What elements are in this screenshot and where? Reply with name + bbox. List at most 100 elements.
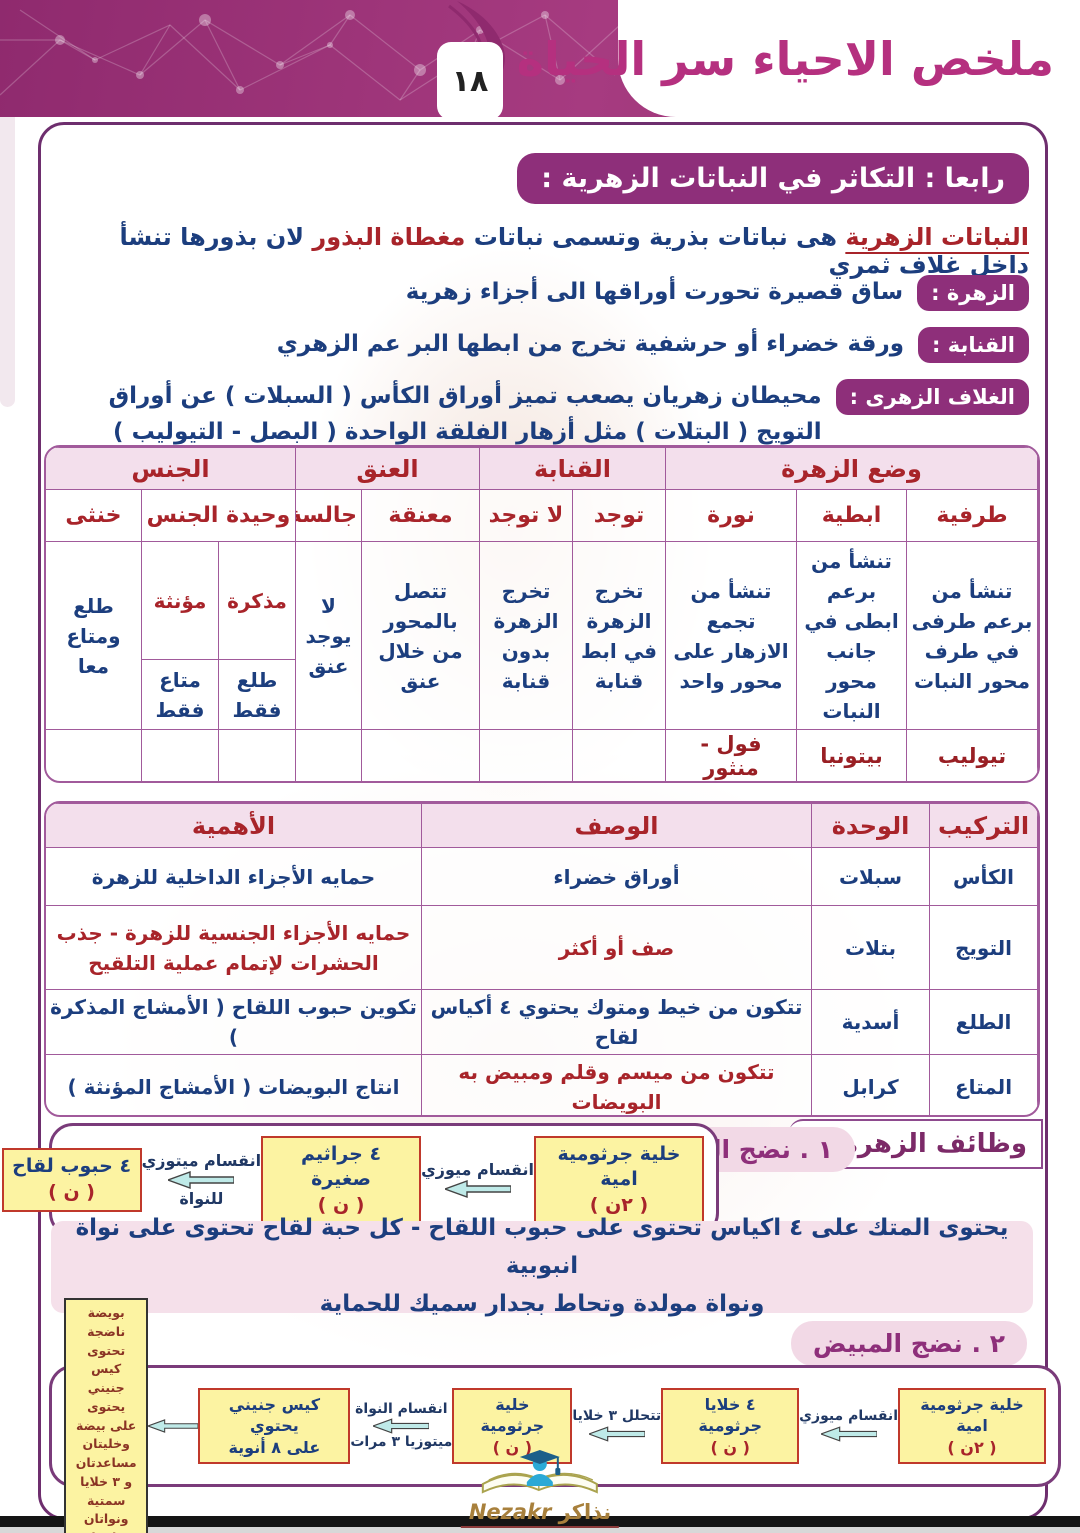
empty-cell — [294, 729, 362, 781]
column-header: التركيب — [929, 803, 1038, 848]
sub-header: خنثى — [46, 489, 142, 542]
column-header: الوصف — [421, 803, 812, 848]
table-cell: تنشأ من برعم طرفى في طرف محور النبات — [906, 541, 1038, 730]
flow-box-ploidy: ( ن ) — [48, 1181, 95, 1203]
definition-term-pill: الغلاف الزهرى : — [835, 379, 1029, 415]
example-cell: بيتونيا — [796, 729, 907, 781]
example-cell: تيوليب — [906, 729, 1038, 781]
table-cell: انتاج البويضات ( الأمشاج المؤنثة ) — [46, 1054, 422, 1115]
arrow-left-icon — [373, 1418, 430, 1434]
empty-cell — [46, 729, 142, 781]
flow-box-text: خلية جرثومية امية — [557, 1142, 681, 1191]
definition-term-pill: الزهرة : — [917, 275, 1029, 311]
flow-box-ploidy: ( ن ) — [317, 1193, 365, 1216]
flower-classification-table: وضع الزهرة القنابة العنق الجنس طرفية ابط… — [44, 445, 1040, 783]
table-cell: طلع فقط — [217, 659, 296, 730]
flow-arrow: انقسام ميوزي — [421, 1161, 534, 1199]
brand-latin: Nezakr — [468, 1500, 552, 1524]
definition-row: القنابة : ورقة خضراء أو حرشفية تخرج من ا… — [57, 327, 1029, 363]
definition-text: ساق قصيرة تحورت أوراقها الى أجزاء زهرية — [405, 279, 904, 305]
arrow-label: تتحلل ٣ خلايا — [572, 1408, 662, 1425]
group-header: العنق — [294, 447, 480, 490]
open-book-icon — [482, 1450, 599, 1494]
arrow-left-icon — [148, 1419, 199, 1433]
definition-text: محيطان زهريان يصعب تميز أوراق الكأس ( ال… — [108, 383, 822, 445]
table-cell: لا يوجد عنق — [294, 541, 362, 730]
arrow-label: انقسام ميتوزي — [141, 1151, 262, 1171]
intro-term: النباتات الزهرية — [845, 223, 1029, 251]
definition-row: الزهرة : ساق قصيرة تحورت أوراقها الى أجز… — [57, 275, 1029, 311]
note-line: يحتوى المتك على ٤ اكياس تحتوى على حبوب ا… — [75, 1215, 1009, 1280]
sub-header: نورة — [665, 489, 797, 542]
flow-box-ploidy: ( ٢ن ) — [589, 1193, 649, 1216]
flow-box-text: خلية جرثومية — [480, 1394, 545, 1436]
flow-arrow: انقسام ميوزي — [799, 1408, 898, 1442]
arrow-label: انقسام ميوزي — [421, 1160, 534, 1180]
empty-cell — [360, 729, 480, 781]
flow-box: خلية جرثومية امية ( ٢ن ) — [898, 1387, 1046, 1465]
group-header: القنابة — [478, 447, 667, 490]
table-cell: الكأس — [929, 847, 1038, 906]
flow-box-text: ٤ حبوب لقاح — [12, 1155, 132, 1178]
graduation-cap-icon — [520, 1450, 561, 1486]
flow-box-ploidy: ( ٢ن ) — [947, 1437, 997, 1457]
empty-cell — [478, 729, 574, 781]
table-cell: التويج — [929, 905, 1038, 990]
flower-structures-table: التركيب الوحدة الوصف الأهمية الكأس سبلات… — [44, 801, 1040, 1117]
intro-part1: هى نباتات بذرية وتسمى نباتات — [465, 223, 837, 251]
table-cell: تخرج الزهرة في ابط قنابة — [572, 541, 666, 730]
column-header: الوحدة — [811, 803, 930, 848]
sub-header: ابطية — [796, 489, 907, 542]
intro-highlight: مغطاة البذور — [312, 223, 466, 251]
table-cell: صف أو أكثر — [421, 905, 812, 990]
flow-box: ٤ خلايا جرثومية ( ن ) — [661, 1387, 800, 1465]
table-cell: تتكون من خيط ومتوك يحتوي ٤ أكياس لقاح — [421, 989, 812, 1055]
table-cell: تنشأ من تجمع الازهار على محور واحد — [665, 541, 797, 730]
flow-box: كيس جنيني يحتوي على ٨ أنوية — [198, 1387, 351, 1465]
table-cell: تتكون من ميسم وقلم ومبيض به البويضات — [421, 1054, 812, 1115]
flow-box-ploidy: ( ن ) — [492, 1437, 533, 1457]
table-cell: الطلع — [929, 989, 1038, 1055]
table-cell: طلع ومتاع معا — [46, 541, 142, 730]
anther-note: يحتوى المتك على ٤ اكياس تحتوى على حبوب ا… — [51, 1215, 1033, 1317]
arrow-left-icon — [444, 1179, 511, 1198]
content-frame: رابعا : التكاثر في النباتات الزهرية : ال… — [1, 122, 1061, 1533]
flow-box-ploidy: ( ن ) — [710, 1437, 750, 1457]
flow-box-text: ٤ جراثيم صغيرة — [301, 1142, 382, 1191]
brand-text: نذاكر Nezakr — [460, 1500, 620, 1528]
empty-cell — [572, 729, 666, 781]
flow-box-text: خلية جرثومية امية — [920, 1394, 1024, 1436]
arrow-label: للنواة — [179, 1189, 224, 1208]
arrow-left-icon — [820, 1426, 877, 1442]
table-cell: حمايه الأجزاء الداخلية للزهرة — [46, 847, 422, 906]
table-cell: مؤنثة — [140, 541, 219, 660]
sub-header: وحيدة الجنس — [140, 489, 296, 542]
sub-header: توجد — [572, 489, 666, 542]
table-cell: سبلات — [811, 847, 930, 906]
flow-box-text: على ٨ أنوية — [228, 1437, 321, 1457]
arrow-left-icon — [168, 1171, 235, 1189]
sub-header: معنقة — [360, 489, 480, 542]
table-cell: تكوين حبوب اللقاح ( الأمشاج المذكرة ) — [46, 989, 422, 1055]
empty-cell — [140, 729, 219, 781]
intro-part2: لان بذورها تنشأ داخل غلاف ثمري — [119, 223, 1029, 279]
arrow-label: ميتوزيا ٣ مرات — [350, 1434, 453, 1450]
step2-label: ٢ . نضج المبيض — [790, 1321, 1027, 1366]
table-cell: أسدية — [811, 989, 930, 1055]
arrow-label: انقسام ميوزي — [799, 1408, 898, 1425]
flow-arrow — [148, 1417, 199, 1435]
table-cell: بتلات — [811, 905, 930, 990]
intro-sentence: النباتات الزهرية هى نباتات بذرية وتسمى ن… — [57, 223, 1029, 279]
table-cell: تخرج الزهرة بدون قنابة — [478, 541, 574, 730]
section-title-pill: رابعا : التكاثر في النباتات الزهرية : — [517, 153, 1029, 204]
flow-box-text: كيس جنيني يحتوي — [228, 1394, 321, 1436]
flow-arrow: انقسام ميتوزي للنواة — [142, 1152, 261, 1207]
page-number-tab: ١٨ — [437, 42, 503, 120]
flow-box: ٤ حبوب لقاح ( ن ) — [1, 1148, 142, 1212]
definition-text: ورقة خضراء أو حرشفية تخرج من ابطها البر … — [276, 331, 904, 357]
sub-header: جالسة — [294, 489, 362, 542]
arrow-left-icon — [588, 1426, 645, 1442]
flow-arrow: تتحلل ٣ خلايا — [572, 1408, 662, 1442]
scan-bottom-edge — [0, 1527, 1080, 1533]
